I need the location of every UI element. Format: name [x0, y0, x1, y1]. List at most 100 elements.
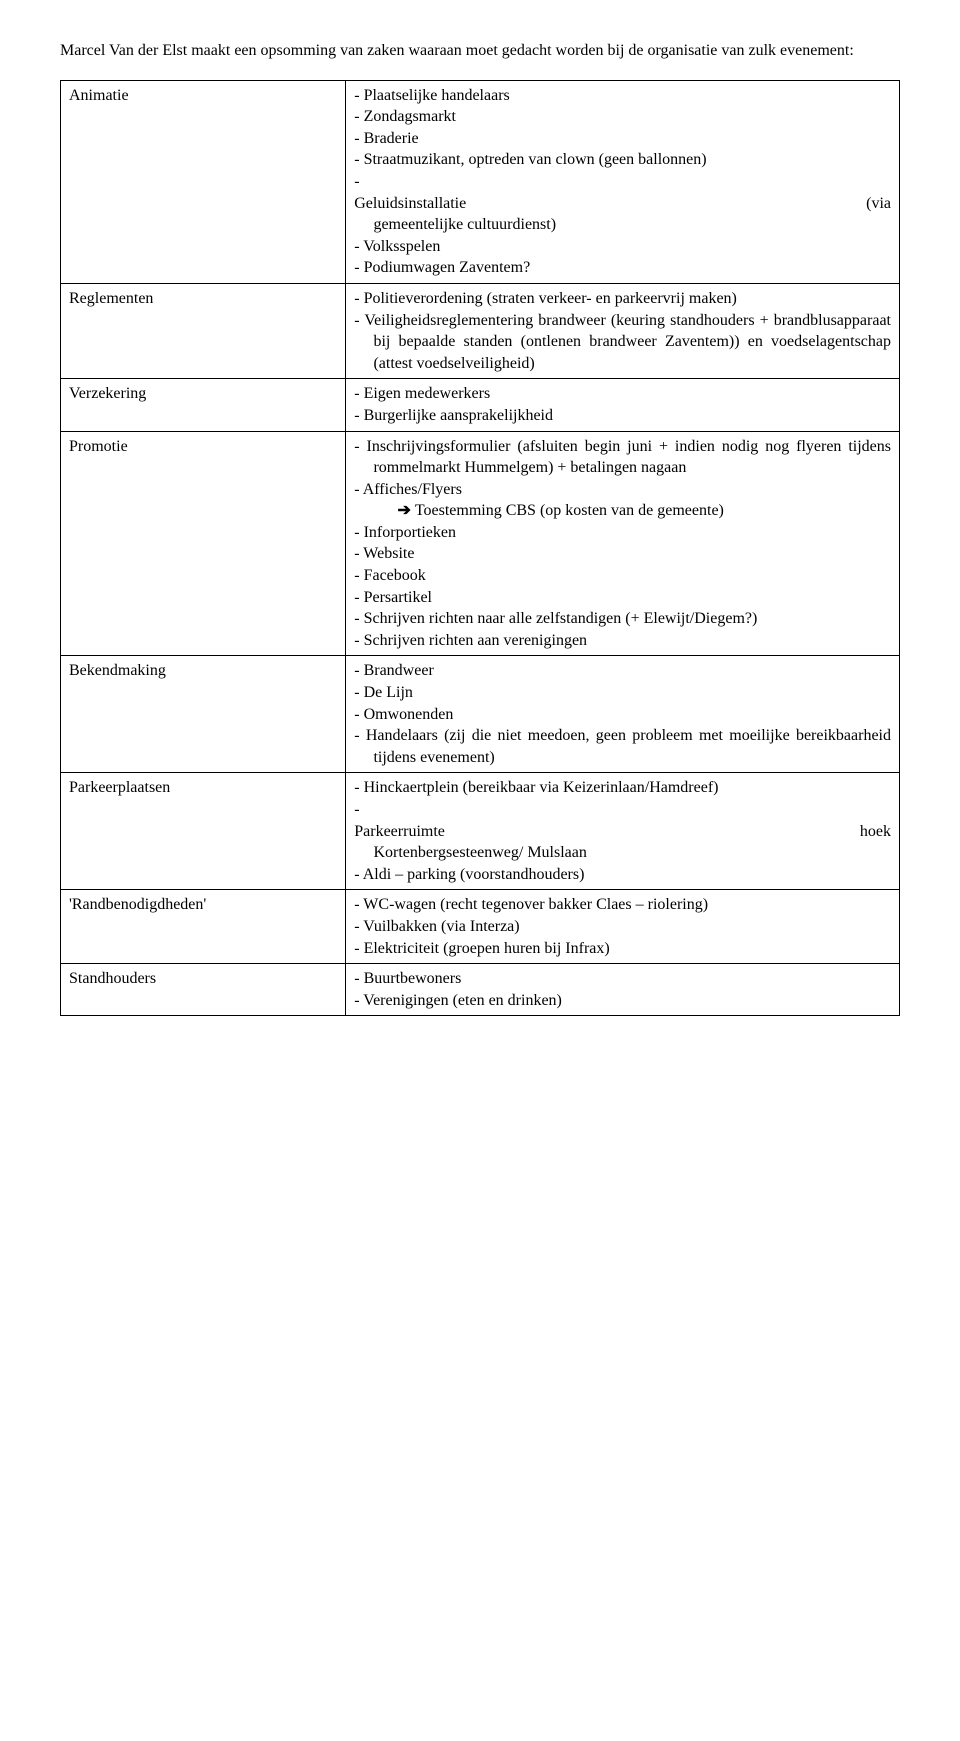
list-sub-item: Toestemming CBS (op kosten van de gemeen… — [373, 500, 891, 522]
table-row: Parkeerplaatsen Hinckaertplein (bereikbaa… — [61, 773, 900, 890]
intro-text: Marcel Van der Elst maakt een opsomming … — [60, 40, 900, 62]
list-item-text: Plaatselijke handelaars — [364, 87, 510, 104]
list-item-text: Veiligheidsreglementering brandweer (keu… — [364, 312, 891, 372]
list-item-text-left: Parkeerruimte — [373, 821, 444, 843]
items-cell: Brandweer De Lijn Omwonenden Handelaars (zi… — [346, 656, 900, 773]
list-item-text: Braderie — [364, 130, 419, 147]
item-list: WC-wagen (recht tegenover bakker Claes –… — [354, 894, 891, 959]
list-item-text: Eigen medewerkers — [364, 385, 491, 402]
list-item-text-right: hoek — [879, 821, 891, 843]
list-item-text: Affiches/Flyers — [363, 481, 462, 498]
list-item: Veiligheidsreglementering brandweer (keu… — [354, 310, 891, 375]
list-item-continuation: Kortenbergsesteenweg/ Mulslaan — [354, 842, 891, 864]
list-item-text: Vuilbakken (via Interza) — [363, 918, 519, 935]
list-item: Persartikel — [354, 587, 891, 609]
category-cell: Standhouders — [61, 964, 346, 1016]
items-cell: Inschrijvingsformulier (afsluiten begin … — [346, 431, 900, 656]
list-item: Podiumwagen Zaventem? — [354, 257, 891, 279]
items-cell: Politieverordening (straten verkeer- en … — [346, 283, 900, 378]
list-item: Plaatselijke handelaars — [354, 85, 891, 107]
list-item-text: Zondagsmarkt — [364, 108, 456, 125]
list-item-text: Politieverordening (straten verkeer- en … — [364, 290, 737, 307]
list-item-continuation: gemeentelijke cultuurdienst) — [354, 214, 891, 236]
list-item: Vuilbakken (via Interza) — [354, 916, 891, 938]
list-item: Eigen medewerkers — [354, 383, 891, 405]
list-item: Geluidsinstallatie (via — [354, 171, 891, 214]
list-item: Inschrijvingsformulier (afsluiten begin … — [354, 436, 891, 479]
list-item: Hinckaertplein (bereikbaar via Keizerinl… — [354, 777, 891, 799]
list-item: Straatmuzikant, optreden van clown (geen… — [354, 149, 891, 171]
list-item: Omwonenden — [354, 704, 891, 726]
table-row: Reglementen Politieverordening (straten v… — [61, 283, 900, 378]
item-list: Politieverordening (straten verkeer- en … — [354, 288, 891, 374]
table-row: Bekendmaking Brandweer De Lijn Omwonenden Ha… — [61, 656, 900, 773]
list-item-text: Facebook — [364, 567, 426, 584]
categories-table: Animatie Plaatselijke handelaars Zondagsma… — [60, 80, 900, 1017]
items-cell: Eigen medewerkers Burgerlijke aansprakeli… — [346, 379, 900, 431]
table-row: Standhouders Buurtbewoners Verenigingen (e… — [61, 964, 900, 1016]
item-list: Hinckaertplein (bereikbaar via Keizerinl… — [354, 777, 891, 885]
list-item-text: Brandweer — [364, 662, 434, 679]
list-item-text: Burgerlijke aansprakelijkheid — [364, 407, 553, 424]
item-list: Inschrijvingsformulier (afsluiten begin … — [354, 436, 891, 652]
list-item: Schrijven richten naar alle zelfstandige… — [354, 608, 891, 630]
list-item-text: Straatmuzikant, optreden van clown (geen… — [364, 151, 707, 168]
list-item: Parkeerruimte hoek — [354, 799, 891, 842]
list-item-text-left: Geluidsinstallatie — [373, 193, 466, 215]
list-item-text: Elektriciteit (groepen huren bij Infrax) — [364, 940, 610, 957]
list-item: Facebook — [354, 565, 891, 587]
category-cell: Verzekering — [61, 379, 346, 431]
list-item-text: Buurtbewoners — [364, 970, 462, 987]
list-item: Inforportieken — [354, 522, 891, 544]
list-item-text: De Lijn — [364, 684, 413, 701]
list-item: Buurtbewoners — [354, 968, 891, 990]
list-item: Brandweer — [354, 660, 891, 682]
list-item: Volksspelen — [354, 236, 891, 258]
category-cell: Parkeerplaatsen — [61, 773, 346, 890]
table-row: Animatie Plaatselijke handelaars Zondagsma… — [61, 80, 900, 283]
list-item-text: Volksspelen — [363, 238, 440, 255]
item-list: Buurtbewoners Verenigingen (eten en drink… — [354, 968, 891, 1011]
list-item: WC-wagen (recht tegenover bakker Claes –… — [354, 894, 891, 916]
list-item: Website — [354, 543, 891, 565]
list-item-text: Podiumwagen Zaventem? — [364, 259, 531, 276]
item-list: Brandweer De Lijn Omwonenden Handelaars (zi… — [354, 660, 891, 768]
list-item-text: Inschrijvingsformulier (afsluiten begin … — [367, 438, 892, 477]
table-row: Promotie Inschrijvingsformulier (afsluite… — [61, 431, 900, 656]
list-item: Braderie — [354, 128, 891, 150]
list-item: Affiches/Flyers Toestemming CBS (op koste… — [354, 479, 891, 522]
items-cell: Hinckaertplein (bereikbaar via Keizerinl… — [346, 773, 900, 890]
items-cell: Buurtbewoners Verenigingen (eten en drink… — [346, 964, 900, 1016]
items-cell: WC-wagen (recht tegenover bakker Claes –… — [346, 890, 900, 964]
list-item-text: Verenigingen (eten en drinken) — [363, 992, 562, 1009]
list-item-text: Schrijven richten aan verenigingen — [364, 632, 587, 649]
list-item-text: Inforportieken — [364, 524, 456, 541]
table-row: Verzekering Eigen medewerkers Burgerlijke … — [61, 379, 900, 431]
list-item-text: Persartikel — [364, 589, 432, 606]
list-item-text: Omwonenden — [364, 706, 454, 723]
item-list: Eigen medewerkers Burgerlijke aansprakeli… — [354, 383, 891, 426]
list-item-text: Hinckaertplein (bereikbaar via Keizerinl… — [364, 779, 719, 796]
list-item: Politieverordening (straten verkeer- en … — [354, 288, 891, 310]
list-item-text: Website — [363, 545, 414, 562]
table-row: 'Randbenodigdheden' WC-wagen (recht tegen… — [61, 890, 900, 964]
category-cell: Animatie — [61, 80, 346, 283]
list-item-text: Aldi – parking (voorstandhouders) — [363, 866, 585, 883]
category-cell: Reglementen — [61, 283, 346, 378]
list-item-text: Schrijven richten naar alle zelfstandige… — [364, 610, 758, 627]
category-cell: Bekendmaking — [61, 656, 346, 773]
list-item: Zondagsmarkt — [354, 106, 891, 128]
list-item-text: Handelaars (zij die niet meedoen, geen p… — [366, 727, 891, 766]
list-item-text: WC-wagen (recht tegenover bakker Claes –… — [363, 896, 708, 913]
category-cell: 'Randbenodigdheden' — [61, 890, 346, 964]
category-cell: Promotie — [61, 431, 346, 656]
list-item-text-right: (via — [885, 193, 891, 215]
item-list: Plaatselijke handelaars Zondagsmarkt Brade… — [354, 85, 891, 279]
list-item: De Lijn — [354, 682, 891, 704]
items-cell: Plaatselijke handelaars Zondagsmarkt Brade… — [346, 80, 900, 283]
list-item: Handelaars (zij die niet meedoen, geen p… — [354, 725, 891, 768]
list-item: Elektriciteit (groepen huren bij Infrax) — [354, 938, 891, 960]
list-item: Burgerlijke aansprakelijkheid — [354, 405, 891, 427]
list-item: Schrijven richten aan verenigingen — [354, 630, 891, 652]
list-item: Aldi – parking (voorstandhouders) — [354, 864, 891, 886]
